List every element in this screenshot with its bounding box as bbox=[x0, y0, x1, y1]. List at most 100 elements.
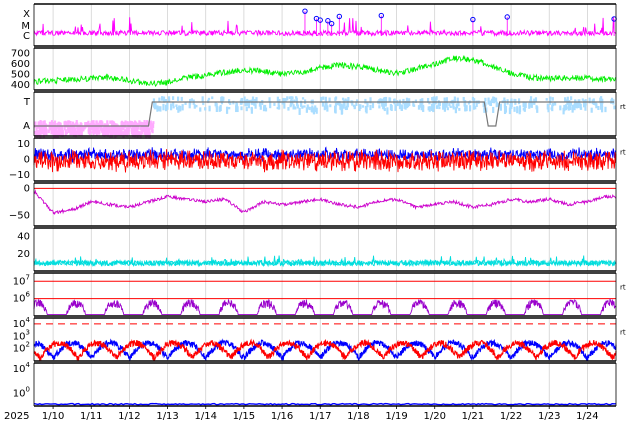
polarity-point bbox=[438, 106, 441, 110]
polarity-point bbox=[85, 122, 88, 128]
polarity-point bbox=[314, 105, 317, 110]
polarity-point bbox=[57, 121, 60, 129]
x-tick-label: 1/24 bbox=[576, 411, 598, 422]
flare-point bbox=[470, 16, 476, 23]
polarity-point bbox=[419, 98, 422, 104]
polarity-point bbox=[414, 99, 418, 103]
polarity-point bbox=[131, 124, 135, 132]
polarity-point bbox=[172, 102, 175, 107]
polarity-point bbox=[369, 97, 372, 104]
polarity-point bbox=[235, 105, 238, 113]
polarity-point bbox=[95, 125, 99, 132]
polarity-point bbox=[81, 126, 84, 131]
polarity-point bbox=[390, 104, 393, 112]
polarity-point bbox=[222, 96, 225, 101]
polarity-point bbox=[158, 97, 161, 103]
polarity-point bbox=[288, 96, 291, 100]
polarity-point bbox=[281, 101, 284, 105]
polarity-point bbox=[115, 123, 118, 131]
polarity-point bbox=[229, 102, 232, 105]
polarity-point bbox=[604, 106, 607, 113]
polarity-point bbox=[434, 97, 437, 105]
polarity-point bbox=[109, 120, 112, 124]
polarity-point bbox=[103, 129, 106, 137]
polarity-point bbox=[133, 120, 137, 128]
x-tick-label: 1/14 bbox=[195, 411, 217, 422]
polarity-point bbox=[516, 106, 519, 114]
polarity-point bbox=[574, 100, 577, 107]
polarity-point bbox=[442, 104, 445, 109]
polarity-point bbox=[489, 100, 492, 106]
polarity-point bbox=[220, 98, 224, 105]
polarity-point bbox=[311, 105, 314, 113]
dst-line bbox=[33, 189, 617, 215]
polarity-point bbox=[325, 101, 328, 107]
polarity-point bbox=[448, 102, 451, 107]
y-tick-label: 102 bbox=[13, 341, 30, 355]
polarity-point bbox=[258, 102, 262, 107]
polarity-point bbox=[510, 103, 513, 110]
polarity-point bbox=[67, 127, 71, 133]
polarity-point bbox=[345, 107, 349, 110]
polarity-point bbox=[455, 103, 459, 108]
polarity-point bbox=[405, 103, 409, 109]
polarity-point bbox=[87, 120, 90, 125]
polarity-point bbox=[101, 121, 104, 126]
polarity-point bbox=[34, 121, 37, 128]
polarity-point bbox=[292, 104, 295, 110]
polarity-point bbox=[37, 121, 41, 125]
polarity-point bbox=[120, 121, 123, 128]
polarity-point bbox=[284, 98, 287, 102]
polarity-point bbox=[56, 130, 59, 138]
polarity-point bbox=[344, 98, 347, 102]
polarity-point bbox=[251, 100, 254, 105]
polarity-point bbox=[364, 105, 368, 113]
polarity-point bbox=[40, 127, 43, 133]
polarity-point bbox=[135, 127, 138, 134]
polarity-point bbox=[37, 131, 41, 135]
polarity-point bbox=[78, 125, 81, 129]
polarity-point bbox=[296, 104, 299, 109]
polarity-point bbox=[208, 105, 211, 112]
polarity-point bbox=[67, 120, 71, 124]
polarity-point bbox=[303, 105, 306, 108]
polarity-point bbox=[199, 107, 202, 112]
polarity-point bbox=[358, 104, 361, 112]
panel-side-label: rt bbox=[620, 103, 626, 111]
polarity-point bbox=[43, 120, 46, 127]
polarity-point bbox=[579, 107, 583, 110]
flare-series-line bbox=[33, 16, 617, 38]
polarity-point bbox=[50, 120, 54, 125]
polarity-point bbox=[371, 102, 375, 109]
y-tick-label: A bbox=[23, 121, 30, 132]
polarity-point bbox=[70, 128, 73, 135]
polarity-point bbox=[51, 131, 54, 135]
polarity-point bbox=[468, 105, 472, 112]
polarity-point bbox=[113, 128, 116, 135]
polarity-point bbox=[104, 127, 107, 135]
panel-kp-index bbox=[33, 227, 617, 272]
polarity-point bbox=[78, 129, 81, 137]
polarity-point bbox=[366, 102, 369, 108]
polarity-point bbox=[147, 131, 150, 139]
polarity-point bbox=[162, 103, 165, 111]
polarity-point bbox=[225, 106, 229, 114]
polarity-point bbox=[445, 97, 448, 105]
polarity-point bbox=[430, 103, 434, 108]
polarity-point bbox=[487, 97, 490, 105]
polarity-point bbox=[584, 103, 587, 111]
polarity-point bbox=[504, 105, 508, 113]
polarity-point bbox=[398, 104, 402, 110]
polarity-point bbox=[145, 120, 149, 127]
wind-speed-line bbox=[33, 54, 617, 88]
y-tick-label: 0 bbox=[24, 155, 30, 166]
polarity-point bbox=[156, 105, 159, 112]
polarity-point bbox=[524, 101, 527, 108]
proton-flux-red bbox=[33, 338, 617, 362]
polarity-point bbox=[404, 104, 407, 110]
polarity-point bbox=[408, 101, 411, 106]
polarity-point bbox=[301, 105, 304, 109]
polarity-point bbox=[162, 96, 166, 103]
polarity-point bbox=[123, 121, 126, 129]
polarity-point bbox=[110, 130, 113, 136]
